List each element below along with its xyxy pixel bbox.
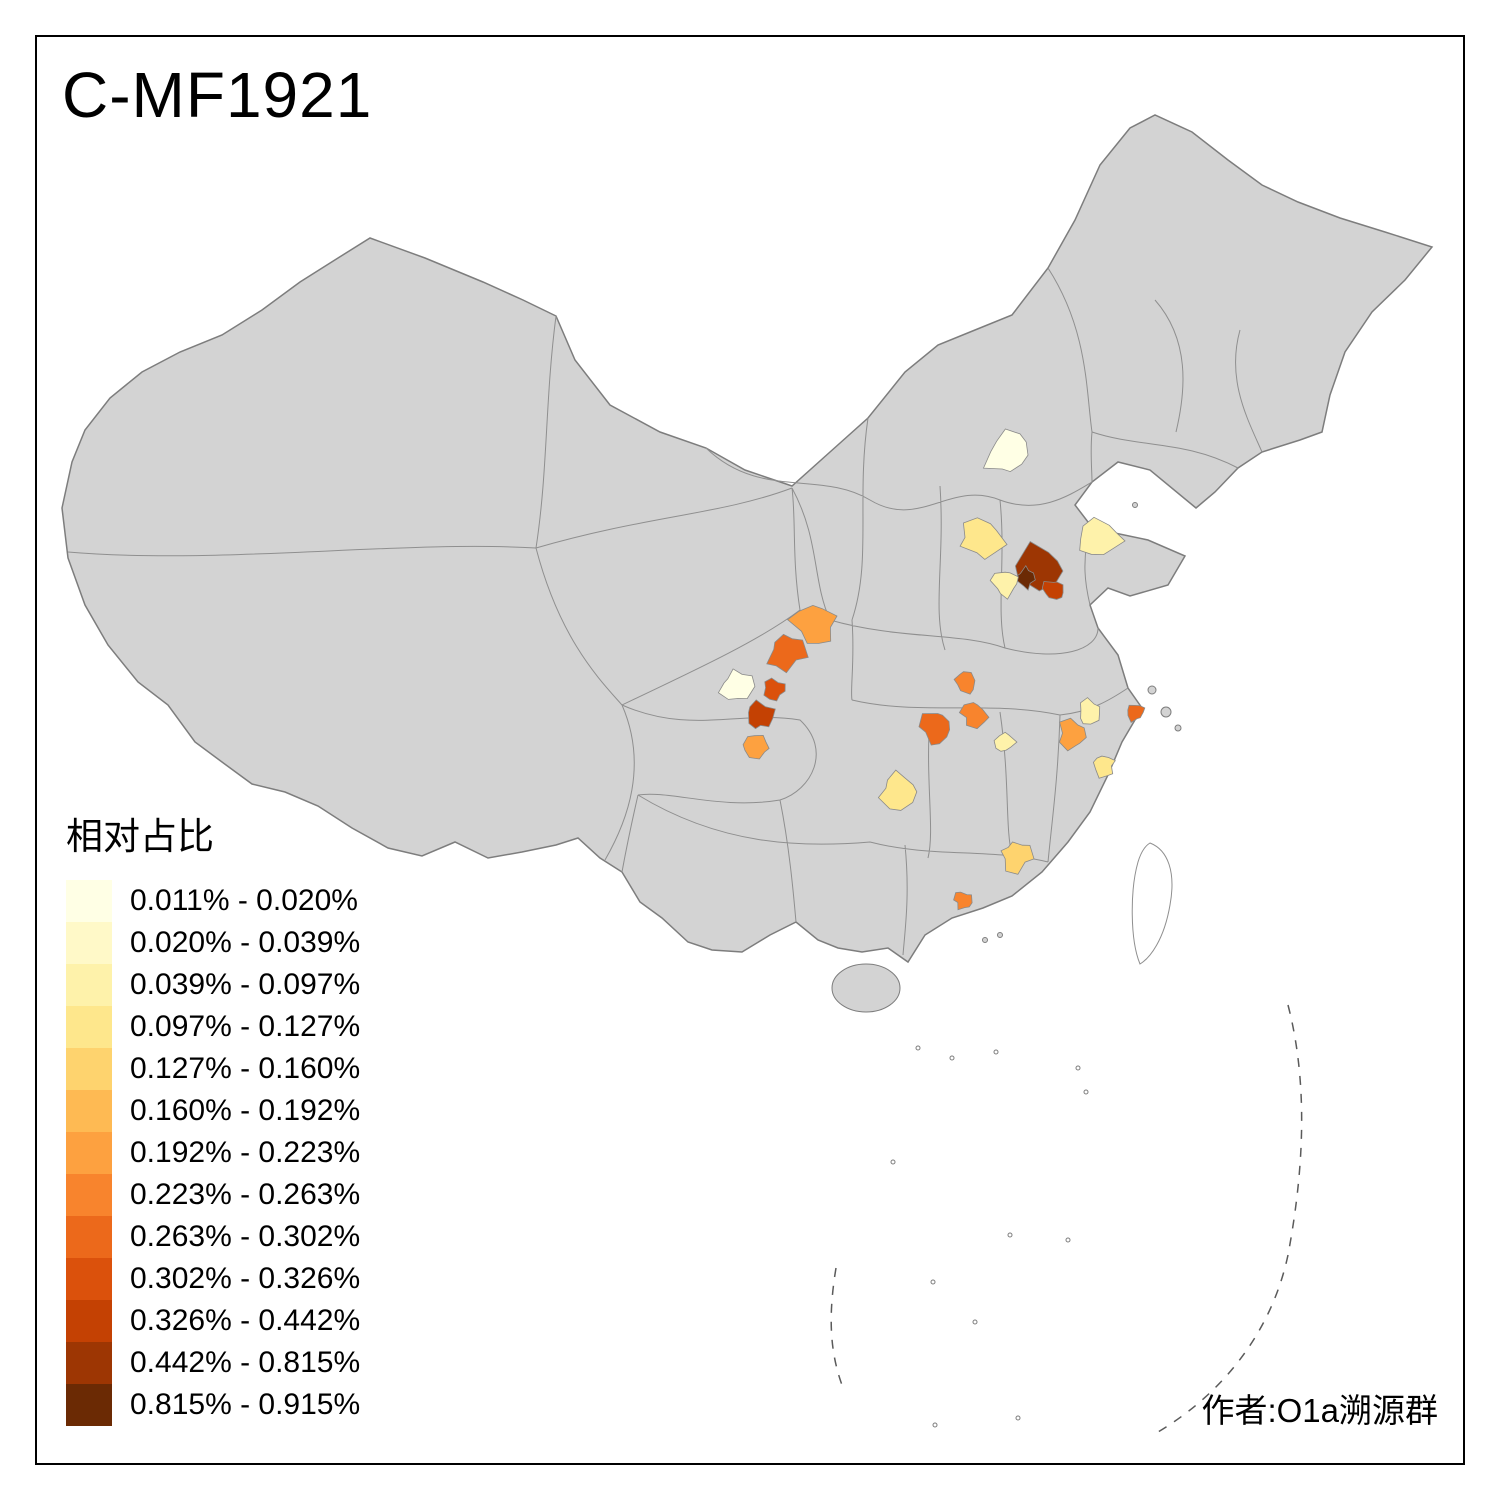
legend-label: 0.442% - 0.815%	[130, 1346, 361, 1379]
legend-items: 0.011% - 0.020% 0.020% - 0.039% 0.039% -…	[66, 880, 360, 1426]
hainan-island	[831, 963, 901, 1013]
map-region	[989, 571, 1019, 600]
legend-item: 0.815% - 0.915%	[66, 1384, 360, 1426]
legend-swatch	[66, 1006, 112, 1048]
map-region	[1127, 704, 1146, 723]
map-region	[1041, 581, 1064, 600]
legend-label: 0.223% - 0.263%	[130, 1178, 361, 1211]
map-region	[877, 769, 918, 811]
legend-label: 0.302% - 0.326%	[130, 1262, 361, 1295]
legend-label: 0.127% - 0.160%	[130, 1052, 361, 1085]
legend-label: 0.020% - 0.039%	[130, 926, 361, 959]
map-region	[748, 699, 776, 730]
map-region	[763, 677, 786, 702]
map-region	[1092, 755, 1116, 779]
legend-swatch	[66, 1258, 112, 1300]
map-region	[1079, 516, 1126, 556]
legend-item: 0.442% - 0.815%	[66, 1342, 360, 1384]
legend-item: 0.020% - 0.039%	[66, 922, 360, 964]
map-region	[766, 633, 809, 674]
legend-swatch	[66, 964, 112, 1006]
taiwan-island	[1131, 842, 1173, 965]
legend-item: 0.326% - 0.442%	[66, 1300, 360, 1342]
legend-item: 0.302% - 0.326%	[66, 1258, 360, 1300]
legend-item: 0.039% - 0.097%	[66, 964, 360, 1006]
legend-label: 0.011% - 0.020%	[130, 884, 358, 917]
map-region	[1058, 717, 1087, 752]
legend-swatch	[66, 1048, 112, 1090]
legend-swatch	[66, 1132, 112, 1174]
map-region	[953, 671, 976, 695]
legend: 相对占比 0.011% - 0.020% 0.020% - 0.039% 0.0…	[66, 806, 360, 1426]
map-region	[959, 517, 1008, 560]
legend-swatch	[66, 1216, 112, 1258]
legend-label: 0.326% - 0.442%	[130, 1304, 361, 1337]
legend-item: 0.011% - 0.020%	[66, 880, 360, 922]
legend-swatch	[66, 1300, 112, 1342]
legend-item: 0.263% - 0.302%	[66, 1216, 360, 1258]
map-region	[953, 891, 973, 911]
page-title: C-MF1921	[62, 59, 373, 131]
legend-label: 0.815% - 0.915%	[130, 1388, 361, 1421]
map-region	[786, 604, 838, 644]
legend-title: 相对占比	[66, 816, 214, 857]
legend-item: 0.097% - 0.127%	[66, 1006, 360, 1048]
map-region	[717, 668, 756, 700]
legend-item: 0.160% - 0.192%	[66, 1090, 360, 1132]
map-region	[958, 702, 990, 730]
legend-swatch	[66, 1174, 112, 1216]
province-borders	[67, 267, 1263, 956]
legend-swatch	[66, 1384, 112, 1426]
map-region	[918, 713, 951, 746]
attribution: 作者:O1a溯源群	[1201, 1392, 1438, 1429]
legend-swatch	[66, 1090, 112, 1132]
map-region	[993, 731, 1018, 752]
legend-label: 0.160% - 0.192%	[130, 1094, 361, 1127]
map-region	[742, 734, 770, 760]
map-region	[1080, 697, 1101, 725]
map-region	[1000, 841, 1035, 875]
legend-item: 0.223% - 0.263%	[66, 1174, 360, 1216]
legend-swatch	[66, 1342, 112, 1384]
map-regions	[717, 428, 1146, 911]
legend-label: 0.097% - 0.127%	[130, 1010, 361, 1043]
legend-item: 0.127% - 0.160%	[66, 1048, 360, 1090]
coastal-islands	[982, 502, 1182, 943]
legend-label: 0.039% - 0.097%	[130, 968, 361, 1001]
map-region	[982, 428, 1029, 473]
south-sea-dash-line	[830, 1004, 1303, 1433]
legend-label: 0.192% - 0.223%	[130, 1136, 361, 1169]
legend-item: 0.192% - 0.223%	[66, 1132, 360, 1174]
legend-swatch	[66, 922, 112, 964]
legend-label: 0.263% - 0.302%	[130, 1220, 361, 1253]
south-sea-islands	[890, 1045, 1089, 1428]
legend-swatch	[66, 880, 112, 922]
